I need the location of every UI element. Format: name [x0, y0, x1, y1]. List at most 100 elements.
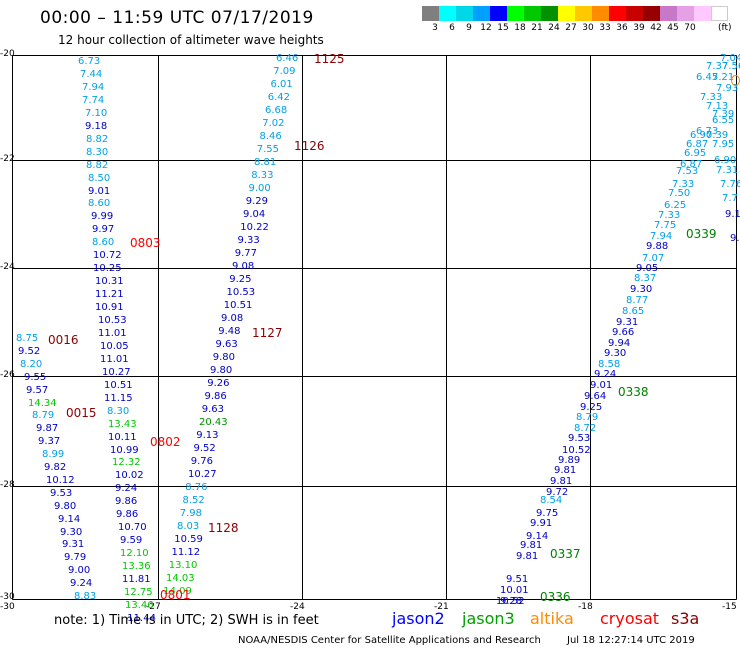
- latitude-label: -22: [0, 154, 15, 164]
- wave-height-value: 8.82: [86, 133, 109, 145]
- wave-height-value: 7.09: [273, 66, 296, 77]
- wave-height-value: 9.91: [530, 518, 553, 529]
- wave-height-value: 8.50: [88, 172, 111, 184]
- wave-height-value: 7.50: [668, 188, 691, 199]
- wave-height-value: 10.99: [110, 444, 139, 456]
- wave-height-value: 7.93: [716, 83, 739, 94]
- legend-unit: (ft): [718, 23, 732, 33]
- legend-label: 30: [582, 23, 594, 33]
- wave-height-value: 7.94: [650, 231, 673, 242]
- wave-height-value: 9.33: [237, 235, 260, 246]
- wave-height-value: 9.80: [210, 365, 233, 376]
- wave-height-value: 9.30: [604, 348, 627, 359]
- generated-timestamp: Jul 18 12:27:14 UTC 2019: [567, 635, 695, 646]
- wave-height-value: 11.44: [127, 612, 156, 624]
- legend-swatch: [507, 6, 524, 21]
- map-frame: [12, 55, 737, 600]
- wave-height-value: 9.63: [201, 404, 225, 415]
- wave-height-value: 9.63: [215, 339, 238, 350]
- wave-height-value: 8.83: [74, 591, 97, 602]
- page-title: 00:00 – 11:59 UTC 07/17/2019: [40, 8, 314, 28]
- wave-height-value: 7.55: [256, 144, 280, 155]
- latitude-label: -28: [0, 480, 15, 490]
- legend-label: 36: [616, 23, 628, 33]
- wave-height-value: 9.37: [38, 436, 61, 448]
- wave-height-value: 9.: [730, 233, 740, 244]
- wave-height-value: 9.48: [218, 326, 241, 337]
- wave-height-value: 9.25: [229, 274, 252, 285]
- wave-height-value: 9.24: [115, 483, 138, 495]
- longitude-label: -18: [578, 602, 593, 612]
- legend-label: 21: [531, 23, 543, 33]
- wave-height-value: 9.28: [500, 596, 523, 607]
- satellite-legend-jason2: jason2: [392, 609, 445, 628]
- wave-height-value: 9.29: [245, 196, 269, 207]
- wave-height-value: 9.08: [232, 261, 255, 272]
- pass-time-label: 0801: [160, 588, 191, 602]
- wave-height-value: 6.87: [686, 139, 709, 150]
- pass-time-label: 0339: [686, 227, 717, 241]
- wave-height-value: 7.33: [658, 210, 681, 221]
- wave-height-value: 7.10: [85, 107, 108, 119]
- wave-height-value: 12.10: [120, 548, 149, 560]
- wave-height-value: 14.34: [28, 397, 57, 409]
- wave-height-value: 7.44: [80, 68, 103, 80]
- wave-height-value: 10.53: [226, 287, 256, 298]
- wave-height-value: 7.74: [82, 94, 105, 106]
- wave-height-value: 12.75: [124, 586, 153, 598]
- wave-height-value: 9.14: [58, 513, 81, 525]
- wave-height-value: 6.73: [696, 126, 719, 137]
- wave-height-value: 6.90: [690, 130, 713, 141]
- wave-height-value: 9.24: [594, 369, 617, 380]
- wave-height-value: 10.59: [174, 534, 203, 545]
- wave-height-value: 9.30: [60, 526, 83, 538]
- pass-time-label: 0802: [150, 435, 181, 449]
- wave-height-value: 10.70: [118, 522, 147, 534]
- wave-height-value: 7.37: [706, 61, 729, 72]
- wave-height-value: 9.52: [193, 443, 216, 454]
- wave-height-value: 8.79: [32, 410, 55, 422]
- wave-height-value: 9.86: [204, 391, 227, 402]
- wave-height-value: 9.94: [608, 338, 631, 349]
- wave-height-value: 9.87: [36, 423, 59, 435]
- legend-swatch: [524, 6, 541, 21]
- wave-height-value: 8.33: [251, 170, 274, 181]
- latitude-label: -20: [0, 49, 15, 59]
- wave-height-value: 10.01: [500, 585, 529, 596]
- wave-height-value: 8.77: [626, 295, 649, 306]
- legend-swatch: [677, 6, 694, 21]
- wave-height-value: 8.76: [185, 482, 208, 493]
- wave-height-value: 8.60: [92, 237, 115, 249]
- legend-label: 33: [599, 23, 611, 33]
- pass-time-label: 0336: [540, 590, 571, 604]
- wave-height-value: 11.01: [100, 353, 129, 365]
- longitude-label: -24: [290, 602, 305, 612]
- legend-label: 15: [497, 23, 509, 33]
- wave-height-value: 9.75: [536, 508, 559, 519]
- legend-swatch: [694, 6, 711, 21]
- latitude-label: -30: [0, 592, 15, 602]
- credit-line: NOAA/NESDIS Center for Satellite Applica…: [238, 635, 541, 646]
- wave-height-value: 6.42: [267, 92, 291, 103]
- wave-height-value: 9.76: [190, 456, 214, 467]
- wave-height-value: 9.00: [68, 565, 91, 577]
- wave-height-value: 9.53: [50, 487, 73, 499]
- wave-height-value: 8.30: [107, 405, 130, 417]
- wave-height-value: 9.86: [115, 496, 138, 508]
- wave-height-value: 9.86: [116, 509, 139, 521]
- pass-time-label: 0015: [66, 406, 97, 420]
- legend-swatch: [660, 6, 677, 21]
- wave-height-value: 7.75: [654, 220, 677, 231]
- wave-height-value: 8.03: [177, 521, 200, 532]
- wave-height-value: 6.73: [78, 56, 101, 67]
- wave-height-value: 9.77: [234, 248, 258, 259]
- wave-height-value: 9.26: [207, 378, 230, 389]
- pass-time-label: 1125: [314, 52, 345, 66]
- legend-label: 45: [667, 23, 679, 33]
- wave-height-value: 13.46: [125, 599, 154, 611]
- wave-height-value: 7.76: [720, 179, 740, 190]
- legend-swatch: [490, 6, 507, 21]
- wave-height-value: 10.53: [98, 315, 127, 326]
- wave-height-value: 9.05: [636, 263, 659, 274]
- wave-height-value: 9.66: [612, 327, 635, 338]
